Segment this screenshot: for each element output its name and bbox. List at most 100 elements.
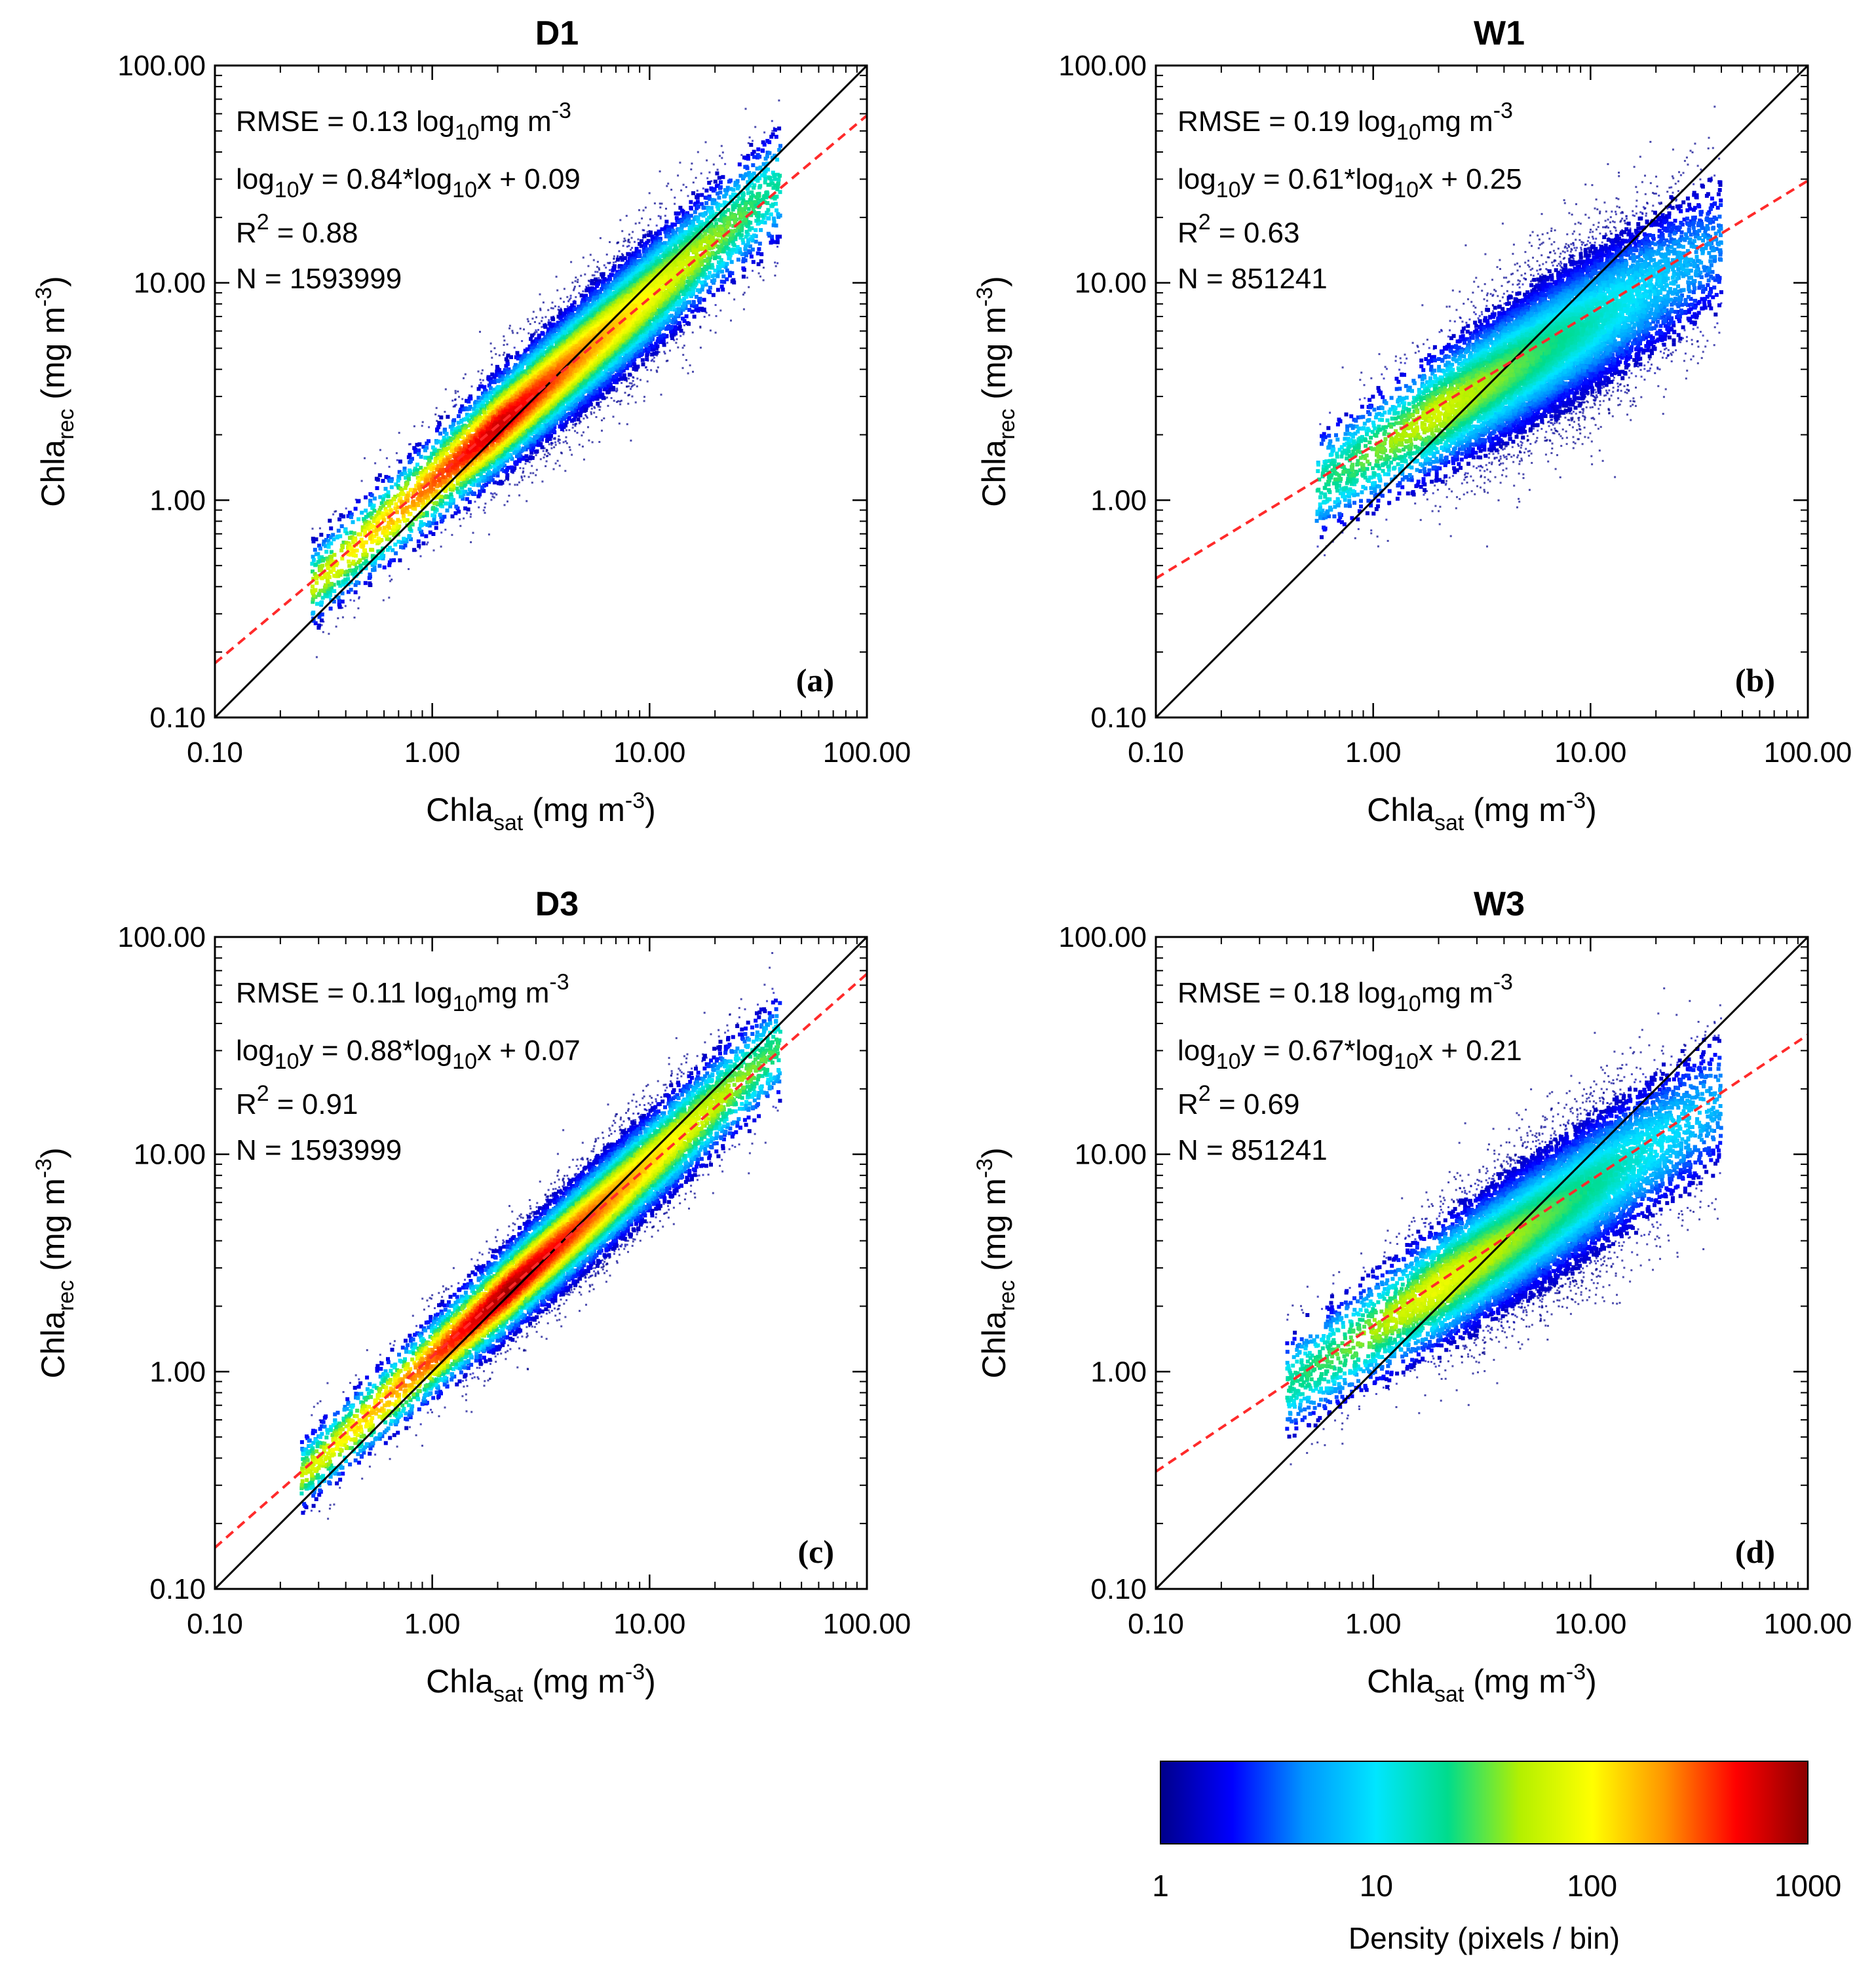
density-bin	[772, 172, 776, 177]
density-bin	[415, 469, 419, 473]
density-bin	[531, 445, 535, 449]
density-bin	[626, 385, 628, 388]
density-bin	[723, 265, 728, 269]
density-bin	[487, 383, 491, 388]
density-bin	[609, 370, 614, 375]
density-bin	[653, 356, 655, 359]
density-bin	[554, 305, 556, 307]
density-bin	[719, 218, 723, 223]
density-bin	[370, 493, 374, 497]
density-bin	[664, 353, 666, 354]
density-bin	[353, 568, 358, 572]
density-bin	[387, 545, 392, 550]
density-bin	[394, 551, 398, 556]
density-bin	[565, 320, 569, 325]
density-bin	[488, 394, 493, 398]
density-bin	[775, 185, 780, 189]
density-bin	[656, 337, 660, 341]
density-bin	[448, 438, 453, 442]
density-bin	[658, 351, 660, 353]
density-bin	[535, 331, 538, 334]
density-bin	[379, 501, 384, 506]
density-bin	[746, 233, 750, 237]
density-bin	[624, 338, 629, 343]
density-bin	[649, 230, 653, 235]
density-bin	[339, 524, 344, 529]
density-bin	[710, 279, 714, 284]
density-bin	[445, 508, 450, 513]
density-bin	[568, 429, 571, 431]
density-bin	[399, 540, 404, 544]
density-bin	[579, 285, 581, 288]
density-bin	[669, 326, 674, 330]
density-bin	[502, 451, 507, 456]
density-bin	[569, 449, 571, 451]
density-bin	[431, 513, 435, 518]
density-bin	[409, 443, 412, 446]
density-bin	[609, 241, 611, 243]
density-bin	[326, 587, 331, 591]
density-bin	[777, 147, 782, 152]
density-bin	[578, 444, 581, 446]
density-bin	[772, 220, 776, 224]
density-bin	[753, 211, 757, 216]
density-bin	[705, 196, 710, 201]
density-bin	[582, 409, 586, 413]
density-bin	[647, 224, 650, 227]
density-bin	[718, 185, 723, 189]
density-bin	[658, 231, 662, 236]
density-bin	[719, 214, 724, 219]
density-bin	[609, 361, 613, 366]
density-bin	[733, 298, 736, 301]
density-bin	[755, 175, 759, 180]
density-bin	[550, 419, 554, 423]
density-bin	[497, 481, 501, 486]
density-bin	[666, 234, 670, 239]
density-bin	[326, 589, 331, 594]
density-bin	[566, 311, 571, 316]
density-bin	[311, 619, 316, 623]
density-bin	[646, 254, 651, 259]
density-bin	[640, 358, 645, 362]
density-bin	[469, 482, 474, 486]
density-bin	[607, 387, 611, 392]
density-bin	[329, 550, 334, 554]
density-bin	[767, 140, 772, 144]
density-bin	[505, 473, 510, 478]
density-bin	[683, 220, 688, 223]
density-bin	[623, 274, 628, 278]
density-bin	[425, 510, 429, 515]
density-bin	[408, 568, 410, 570]
density-bin	[774, 261, 776, 264]
density-bin	[659, 170, 661, 173]
density-bin	[685, 211, 689, 216]
density-bin	[478, 492, 482, 497]
density-bin	[725, 185, 730, 190]
density-bin	[522, 361, 527, 366]
density-bin	[759, 252, 764, 256]
density-bin	[691, 191, 695, 195]
density-bin	[650, 247, 655, 252]
density-bin	[644, 346, 649, 351]
density-bin	[492, 480, 497, 485]
density-bin	[695, 195, 700, 200]
density-bin	[495, 470, 500, 475]
density-bin	[432, 549, 435, 552]
density-bin	[643, 396, 645, 398]
density-bin	[652, 321, 657, 326]
density-bin	[448, 504, 453, 508]
density-bin	[630, 388, 632, 391]
density-bin	[664, 214, 666, 217]
density-bin	[556, 459, 559, 462]
density-bin	[345, 531, 349, 535]
density-bin	[466, 512, 468, 514]
density-bin	[662, 240, 667, 245]
density-bin	[443, 501, 448, 506]
density-bin	[406, 455, 411, 459]
density-bin	[558, 311, 563, 316]
density-bin	[488, 533, 490, 536]
density-bin	[468, 394, 472, 398]
density-bin	[580, 275, 583, 277]
density-bin	[738, 174, 743, 178]
density-bin	[503, 351, 506, 354]
